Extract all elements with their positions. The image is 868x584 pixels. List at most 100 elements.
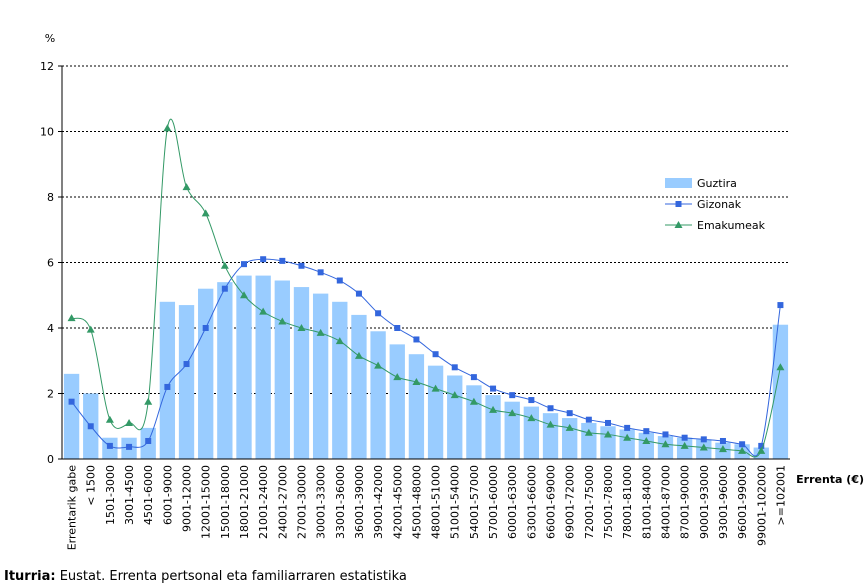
bar — [772, 324, 789, 459]
x-tick-label: 18001-21000 — [238, 465, 251, 539]
x-tick-label: Errentarik gabe — [66, 465, 79, 551]
marker — [393, 373, 402, 381]
x-tick-label: 69001-72000 — [564, 465, 577, 539]
marker — [490, 385, 497, 392]
x-tick-label: 42001-45000 — [391, 465, 404, 539]
bar — [638, 432, 654, 459]
marker — [777, 302, 784, 309]
y-tick-label: 12 — [40, 60, 54, 73]
marker — [546, 420, 555, 428]
marker — [528, 397, 535, 404]
marker — [278, 317, 287, 325]
marker — [643, 428, 650, 435]
marker — [432, 351, 439, 358]
x-tick-label: 66001-69000 — [545, 465, 558, 539]
x-tick-label: 27001-30000 — [295, 465, 308, 539]
legend-label: Gizonak — [697, 198, 742, 211]
bar — [198, 288, 214, 459]
legend-label: Emakumeak — [697, 219, 766, 232]
marker — [566, 410, 573, 417]
marker — [220, 261, 229, 269]
marker — [317, 269, 324, 276]
marker — [469, 397, 478, 405]
marker — [201, 209, 210, 217]
x-tick-label: 36001-39000 — [353, 465, 366, 539]
marker — [680, 441, 689, 449]
marker — [336, 277, 343, 284]
marker — [279, 257, 286, 264]
line — [71, 118, 781, 458]
bar — [312, 293, 329, 459]
x-tick-label: 93001-96000 — [717, 465, 730, 539]
x-tick-label: 84001-87000 — [659, 465, 672, 539]
x-tick-label: 99001-102000 — [755, 465, 768, 546]
marker — [527, 414, 536, 422]
marker — [164, 383, 171, 390]
x-tick-label: 48001-51000 — [430, 465, 443, 539]
marker — [86, 325, 95, 333]
marker — [221, 285, 228, 292]
marker — [584, 428, 593, 436]
bar — [255, 275, 271, 459]
bar — [236, 275, 252, 459]
marker — [67, 314, 76, 322]
bar — [408, 354, 425, 459]
marker — [144, 397, 153, 405]
marker — [605, 419, 611, 426]
marker — [489, 405, 498, 413]
marker — [450, 391, 459, 399]
marker — [661, 440, 670, 448]
marker — [739, 441, 746, 448]
marker — [259, 307, 268, 315]
y-tick-label: 4 — [47, 322, 54, 335]
x-tick-label: 12001-15000 — [200, 465, 213, 539]
bar — [63, 373, 80, 459]
line — [71, 258, 781, 457]
x-tick-label: 3001-4500 — [123, 465, 136, 525]
source-label: Iturria: — [4, 569, 56, 584]
marker — [699, 443, 708, 451]
bar — [562, 418, 578, 459]
legend-label: Guztira — [697, 177, 737, 190]
x-axis-label: Errenta (€) — [796, 473, 864, 486]
x-tick-label: 90001-93000 — [698, 465, 711, 539]
marker — [316, 328, 325, 336]
marker — [624, 424, 631, 431]
marker — [604, 430, 612, 438]
x-tick-label: 15001-18000 — [219, 465, 232, 539]
x-tick-label: 39001-42000 — [372, 465, 385, 539]
bar — [542, 413, 559, 459]
marker — [738, 446, 747, 454]
marker — [719, 437, 726, 444]
y-tick-label: 0 — [47, 453, 54, 466]
x-tick-label: >=102001 — [774, 465, 787, 525]
x-tick-label: 45001-48000 — [410, 465, 423, 539]
marker — [126, 443, 133, 450]
source: Iturria: Eustat. Errenta pertsonal eta f… — [4, 569, 407, 584]
source-text: Eustat. Errenta pertsonal eta familiarra… — [60, 569, 407, 584]
bar — [370, 331, 386, 459]
x-tick-label: 33001-36000 — [334, 465, 347, 539]
marker — [642, 436, 651, 444]
x-tick-label: 57001-60000 — [487, 465, 500, 539]
bar — [447, 375, 463, 459]
marker — [105, 415, 114, 423]
marker — [508, 409, 517, 417]
marker — [298, 262, 305, 269]
marker — [106, 442, 113, 449]
marker — [240, 291, 248, 299]
x-tick-label: 6001-9000 — [161, 465, 174, 525]
marker — [125, 418, 134, 426]
marker — [182, 183, 191, 191]
x-tick-label: 63001-66000 — [525, 465, 538, 539]
x-tick-label: 1501-3000 — [104, 465, 117, 525]
x-tick-label: 30001-33000 — [315, 465, 328, 539]
marker — [718, 445, 727, 453]
x-tick-label: 75001-78000 — [602, 465, 615, 539]
bar — [178, 305, 195, 459]
x-tick-label: 96001-99000 — [736, 465, 749, 539]
bar — [293, 287, 310, 459]
marker — [87, 423, 94, 430]
marker — [470, 374, 477, 381]
marker — [374, 361, 383, 369]
